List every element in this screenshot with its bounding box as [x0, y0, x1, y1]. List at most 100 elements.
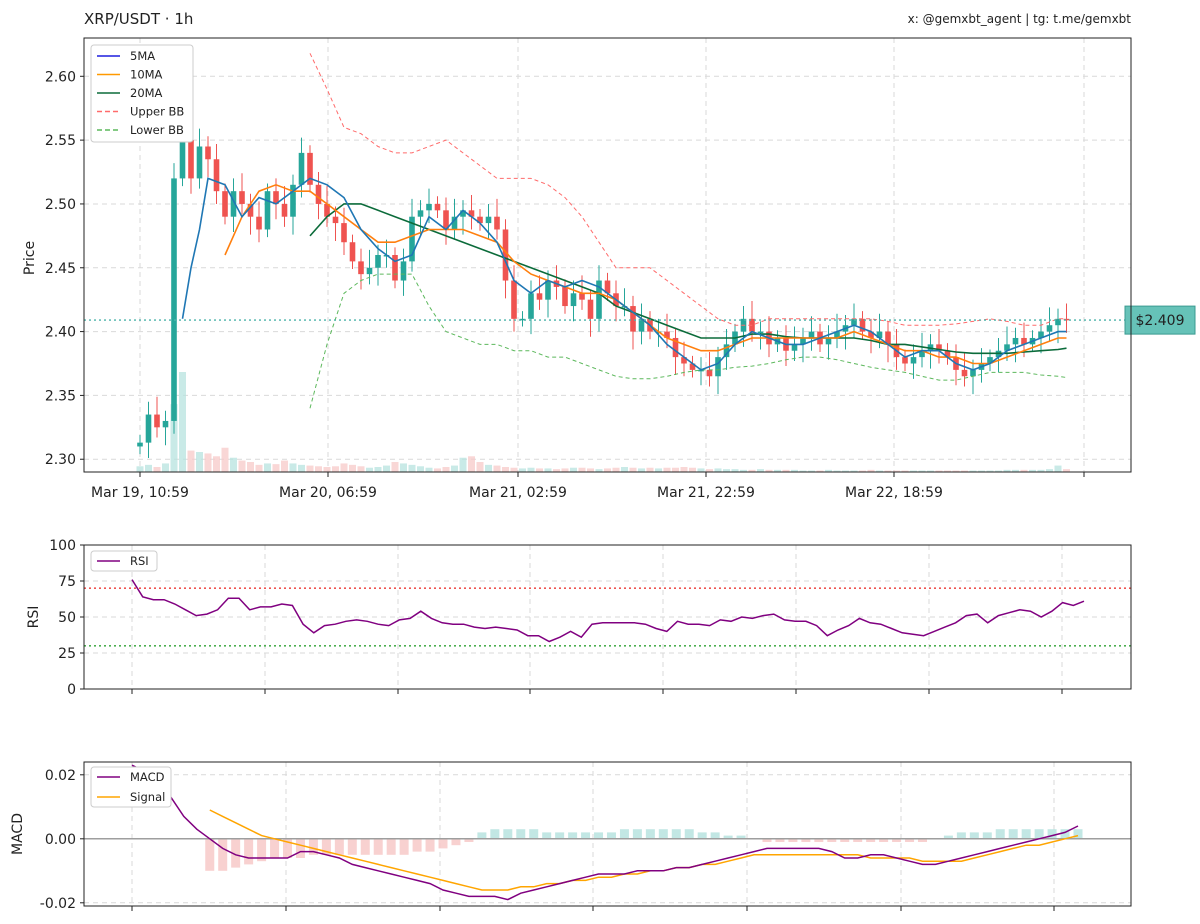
volume-bar [935, 470, 943, 472]
price-legend-label: Lower BB [130, 123, 184, 137]
volume-bar [680, 467, 688, 472]
volume-bar [519, 468, 526, 472]
volume-bar [587, 468, 594, 472]
macd-histogram-bar [892, 838, 902, 842]
volume-bar [170, 404, 178, 472]
price-tick-label: 2.55 [45, 133, 76, 149]
candle-body [205, 146, 211, 160]
macd-histogram-bar [905, 838, 915, 842]
price-x-tick-label: Mar 19, 10:59 [91, 485, 189, 501]
volume-bar [578, 467, 586, 472]
candle-body [426, 203, 432, 211]
volume-bar [867, 469, 875, 472]
candle-body [179, 140, 186, 179]
volume-bar [434, 468, 441, 472]
volume-bar [1003, 469, 1011, 472]
price-axis-label: Price [22, 241, 38, 275]
candle-body [273, 191, 279, 204]
candle-body [562, 286, 568, 307]
volume-bar [357, 466, 365, 472]
price-legend-label: 5MA [130, 49, 155, 63]
candle-body [1046, 325, 1053, 332]
volume-bar [706, 469, 713, 472]
volume-bar [527, 467, 535, 472]
volume-bar [179, 372, 186, 472]
volume-bar [774, 469, 781, 472]
volume-bar [842, 470, 849, 472]
volume-bar [663, 467, 671, 472]
candle-body [672, 337, 679, 358]
volume-bar [136, 466, 144, 472]
rsi-tick-label: 100 [49, 538, 76, 554]
last-price-label: $2.409 [1136, 313, 1185, 329]
candle-body [281, 203, 288, 217]
volume-bar [1037, 469, 1045, 472]
volume-bar [510, 467, 518, 472]
candle-body [341, 223, 347, 243]
candle-body [545, 280, 551, 300]
volume-bar [782, 469, 790, 472]
volume-bar [646, 467, 654, 472]
macd-histogram-bar [503, 829, 513, 839]
macd-histogram-bar [943, 835, 953, 839]
price-x-tick-label: Mar 21, 02:59 [469, 485, 567, 501]
candle-body [485, 216, 492, 224]
ma20-line [309, 203, 1067, 355]
candle-body [213, 159, 220, 192]
candle-body [970, 369, 976, 377]
candle-body [961, 369, 968, 377]
macd-histogram-bar [1073, 829, 1083, 839]
macd-histogram-bar [956, 832, 966, 839]
macd-histogram-bar [581, 832, 591, 839]
macd-histogram-bar [1021, 829, 1031, 839]
volume-bar [969, 470, 977, 472]
volume-bar [306, 465, 314, 472]
volume-bar [264, 463, 271, 472]
volume-bar [272, 464, 280, 472]
volume-bar [799, 470, 807, 472]
candle-body [791, 344, 798, 351]
macd-histogram-bar [490, 829, 500, 839]
price-legend-box [90, 44, 194, 143]
volume-bar [952, 470, 960, 472]
volume-bar [986, 470, 994, 472]
candle-body [188, 140, 194, 179]
price-tick-label: 2.35 [45, 388, 76, 404]
macd-histogram-bar [257, 838, 267, 862]
volume-bar [315, 466, 322, 472]
candle-body [1021, 337, 1027, 345]
macd-tick-label: 0.02 [45, 768, 76, 784]
macd-histogram-bar [425, 838, 435, 852]
candle-body [757, 331, 764, 334]
macd-histogram-bar [283, 838, 293, 858]
signal-line [209, 809, 1079, 891]
macd-histogram-bar [917, 838, 927, 842]
candle-body [902, 357, 908, 364]
candle-body [536, 293, 543, 300]
volume-bar [833, 470, 841, 472]
macd-histogram-bar [347, 838, 357, 855]
rsi-legend-box [90, 550, 158, 572]
macd-histogram-bar [399, 838, 409, 855]
candle-body [290, 184, 296, 217]
candle-body [919, 350, 925, 358]
candle-body [1063, 318, 1070, 321]
candle-body [638, 318, 645, 332]
price-legend-label: Upper BB [130, 105, 184, 119]
price-legend-label: 20MA [130, 86, 163, 100]
volume-bar [604, 468, 611, 472]
signal-legend-label: Signal [130, 790, 165, 804]
volume-bar [255, 464, 263, 472]
candle-body [247, 203, 254, 217]
volume-bar [536, 468, 543, 472]
macd-axis-label: MACD [10, 813, 26, 855]
macd-histogram-bar [295, 838, 305, 858]
volume-bar [672, 467, 679, 472]
candle-body [468, 210, 475, 217]
macd-histogram-bar [671, 829, 681, 839]
candle-body [502, 229, 509, 281]
candle-body [434, 203, 441, 211]
volume-bar [238, 460, 246, 472]
macd-histogram-bar [516, 829, 526, 839]
price-tick-label: 2.40 [45, 325, 76, 341]
